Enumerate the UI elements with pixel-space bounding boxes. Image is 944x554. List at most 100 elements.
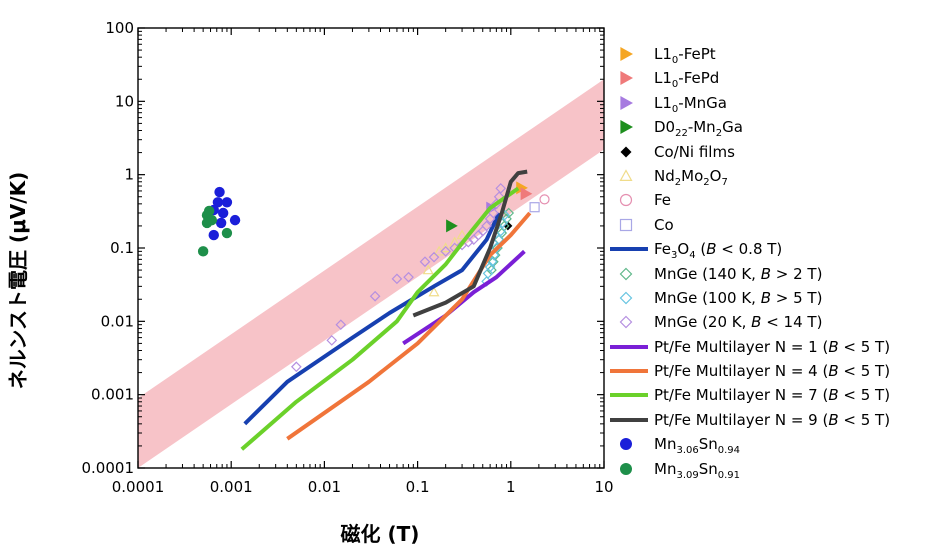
legend-marker bbox=[619, 315, 633, 329]
legend-marker bbox=[620, 47, 633, 61]
x-tick-label: 0.001 bbox=[210, 478, 253, 496]
data-point bbox=[428, 251, 440, 263]
legend-label: Nd2Mo2O7 bbox=[654, 166, 728, 188]
legend-label: Co bbox=[654, 215, 674, 234]
legend-marker bbox=[620, 120, 633, 135]
series-mn-3-09sn-0-91 bbox=[197, 205, 233, 257]
y-tick-label: 100 bbox=[105, 19, 134, 37]
data-point bbox=[516, 181, 528, 195]
x-tick-label: 1 bbox=[506, 478, 516, 496]
band-area bbox=[138, 79, 604, 468]
y-tick-label: 0.1 bbox=[110, 239, 134, 257]
series-co bbox=[529, 202, 540, 213]
legend-swatch bbox=[610, 247, 648, 252]
series-pt-fe-multilayer-n-7-b-5-t bbox=[240, 186, 520, 451]
legend-swatch bbox=[620, 71, 633, 86]
legend-item: Fe bbox=[610, 188, 940, 212]
legend-swatch bbox=[620, 438, 632, 451]
legend-swatch bbox=[610, 417, 648, 422]
legend-label: L10-MnGa bbox=[654, 93, 727, 115]
legend-swatch bbox=[619, 291, 633, 305]
legend-swatch bbox=[620, 120, 633, 135]
series-d0-22-mn-2ga bbox=[446, 219, 458, 233]
data-point bbox=[503, 221, 513, 231]
legend-label: Co/Ni films bbox=[654, 142, 735, 161]
y-tick-label: 1 bbox=[124, 166, 134, 184]
y-axis-label: ネルンスト電圧 (μV/K) bbox=[2, 130, 32, 430]
legend-swatch bbox=[610, 344, 648, 349]
legend-marker bbox=[620, 95, 633, 110]
legend-label: L10-FePt bbox=[654, 45, 716, 66]
data-point bbox=[449, 236, 461, 247]
legend-marker bbox=[619, 169, 633, 181]
legend-marker bbox=[620, 146, 632, 158]
legend-label: Mn3.09Sn0.91 bbox=[654, 459, 741, 481]
legend-swatch bbox=[620, 146, 632, 158]
data-point bbox=[369, 290, 381, 302]
legend-swatch bbox=[610, 369, 648, 374]
data-point bbox=[440, 246, 452, 257]
legend-label: Mn3.06Sn0.94 bbox=[654, 435, 741, 457]
data-point bbox=[326, 335, 338, 346]
legend-label: Fe bbox=[654, 191, 672, 210]
data-point bbox=[422, 264, 434, 275]
series-l1-0-fept bbox=[516, 181, 528, 195]
legend-label: MnGe (100 K, B > 5 T) bbox=[654, 288, 823, 307]
data-point bbox=[403, 271, 414, 283]
legend-item: MnGe (20 K, B < 14 T) bbox=[610, 310, 940, 334]
series-nd-2mo-2o-7 bbox=[422, 229, 468, 297]
x-tick-label: 0.01 bbox=[308, 478, 341, 496]
series-line bbox=[402, 249, 526, 346]
x-tick-label: 0.0001 bbox=[112, 478, 165, 496]
y-axis-label-text: ネルンスト電圧 (μV/K) bbox=[6, 171, 31, 389]
legend-label: Pt/Fe Multilayer N = 4 (B < 5 T) bbox=[654, 362, 891, 381]
legend-swatch bbox=[619, 267, 633, 280]
legend-item: Mn3.09Sn0.91 bbox=[610, 457, 940, 481]
data-point bbox=[456, 229, 468, 240]
series-pt-fe-multilayer-n-9-b-5-t bbox=[412, 169, 528, 318]
legend-swatch bbox=[619, 315, 633, 329]
legend-marker bbox=[619, 291, 633, 305]
series-l1-0-fepd bbox=[520, 187, 533, 201]
legend-marker bbox=[619, 218, 633, 231]
legend-swatch bbox=[619, 194, 633, 207]
legend-item: Pt/Fe Multilayer N = 4 (B < 5 T) bbox=[610, 359, 940, 383]
data-point bbox=[212, 197, 224, 208]
data-point bbox=[495, 183, 507, 194]
data-point bbox=[440, 242, 452, 253]
data-point bbox=[419, 256, 431, 268]
series-line bbox=[412, 169, 528, 318]
legend-label: Fe3O4 (B < 0.8 T) bbox=[654, 240, 783, 262]
legend-marker bbox=[619, 267, 633, 280]
legend-label: D022-Mn2Ga bbox=[654, 118, 743, 140]
legend-marker bbox=[620, 71, 633, 86]
data-point bbox=[482, 268, 494, 279]
x-tick-label: 10 bbox=[594, 478, 613, 496]
data-point bbox=[335, 319, 347, 331]
y-tick-label: 0.01 bbox=[101, 312, 134, 330]
data-point bbox=[208, 229, 219, 241]
data-point bbox=[290, 361, 302, 373]
legend-item: Pt/Fe Multilayer N = 1 (B < 5 T) bbox=[610, 335, 940, 359]
legend-swatch bbox=[619, 169, 633, 181]
data-point bbox=[201, 217, 213, 229]
legend-item: MnGe (100 K, B > 5 T) bbox=[610, 286, 940, 310]
legend-swatch bbox=[610, 393, 648, 398]
legend-marker bbox=[620, 438, 632, 451]
legend-item: Co bbox=[610, 213, 940, 237]
data-point bbox=[215, 217, 227, 229]
data-point bbox=[214, 186, 225, 198]
legend-item: L10-MnGa bbox=[610, 91, 940, 115]
data-point bbox=[197, 246, 209, 257]
x-axis-label: 磁化 (T) bbox=[340, 522, 420, 546]
y-tick-label: 0.001 bbox=[91, 386, 134, 404]
axis-ticks: 0.0001 0.001 0.01 0.1 1 10 0.0001 0.001 0.01 0.1 1… bbox=[82, 19, 614, 496]
legend-item: Pt/Fe Multilayer N = 7 (B < 5 T) bbox=[610, 383, 940, 407]
data-point bbox=[221, 227, 233, 239]
data-point bbox=[446, 219, 458, 233]
data-point bbox=[481, 220, 492, 232]
data-point bbox=[221, 197, 233, 208]
legend-swatch bbox=[620, 47, 633, 61]
legend-label: MnGe (140 K, B > 2 T) bbox=[654, 264, 823, 283]
